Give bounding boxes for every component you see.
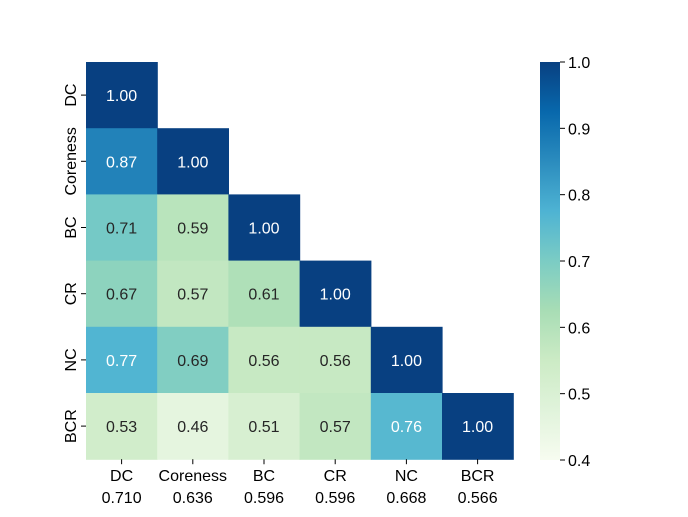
cell-value-label: 1.00 xyxy=(462,419,493,436)
colorbar-tick-label: 0.4 xyxy=(568,453,590,470)
heatmap-cell xyxy=(299,326,372,394)
heatmap-cell xyxy=(86,260,158,328)
heatmap-cell xyxy=(86,128,158,195)
x-tick-label: DC xyxy=(110,468,133,485)
y-tick-labels: DC Coreness BC CR NC BCR xyxy=(63,84,86,443)
x-tick-labels: DC 0.710 Coreness 0.636 BC 0.596 CR 0.596 NC 0.66… xyxy=(102,459,498,507)
cell-value-label: 1.00 xyxy=(177,154,208,171)
y-tick-label: CR xyxy=(63,282,80,305)
x-tick-label: BCR xyxy=(461,468,495,485)
heatmap-cell xyxy=(228,326,301,394)
cell-value-label: 0.56 xyxy=(320,353,351,370)
heatmap-cell xyxy=(299,393,372,460)
cell-value-label: 0.51 xyxy=(248,419,279,436)
heatmap-cell xyxy=(86,62,158,129)
x-tick-label: Coreness xyxy=(159,468,227,485)
heatmap-cell xyxy=(157,260,229,328)
heatmap-cell xyxy=(86,326,158,394)
cell-value-label: 0.69 xyxy=(177,353,208,370)
colorbar-tick-label: 0.5 xyxy=(568,387,590,404)
colorbar-tick-label: 0.7 xyxy=(568,254,590,271)
cell-value-label: 0.67 xyxy=(106,287,137,304)
cell-value-label: 1.00 xyxy=(391,353,422,370)
cell-value-label: 0.46 xyxy=(177,419,208,436)
colorbar-tick-label: 0.9 xyxy=(568,121,590,138)
y-tick-label: BC xyxy=(63,216,80,238)
cell-value-label: 0.57 xyxy=(177,287,208,304)
colorbar-tick-label: 1.0 xyxy=(568,55,590,72)
heatmap-cell xyxy=(442,393,514,460)
x-tick-score: 0.710 xyxy=(102,490,142,507)
cell-value-label: 0.71 xyxy=(106,221,137,238)
x-tick-score: 0.566 xyxy=(458,490,498,507)
y-tick-label: Coreness xyxy=(63,127,80,195)
colorbar-tick-label: 0.8 xyxy=(568,188,590,205)
heatmap-cell xyxy=(299,260,372,328)
cell-value-label: 0.56 xyxy=(248,353,279,370)
y-tick-label: NC xyxy=(63,348,80,371)
x-tick-label: NC xyxy=(395,468,418,485)
x-tick-score: 0.596 xyxy=(244,490,284,507)
heatmap-cell xyxy=(370,393,443,460)
heatmap-cell xyxy=(157,128,229,195)
heatmap-cell xyxy=(86,393,158,460)
cell-value-label: 1.00 xyxy=(106,88,137,105)
x-tick-score: 0.636 xyxy=(173,490,213,507)
cell-value-label: 0.53 xyxy=(106,419,137,436)
heatmap-cell xyxy=(86,194,158,262)
x-tick-score: 0.596 xyxy=(315,490,355,507)
cell-value-label: 0.77 xyxy=(106,353,137,370)
cell-value-label: 0.76 xyxy=(391,419,422,436)
y-tick-label: BCR xyxy=(63,409,80,443)
x-tick-label: CR xyxy=(324,468,347,485)
cell-value-label: 0.87 xyxy=(106,154,137,171)
cell-value-label: 1.00 xyxy=(320,287,351,304)
heatmap-cell xyxy=(228,194,301,262)
heatmap-cell xyxy=(370,326,443,394)
colorbar xyxy=(540,62,560,460)
heatmap-cell xyxy=(228,393,301,460)
colorbar-ticks: 0.4 0.5 0.6 0.7 0.8 0.9 1.0 xyxy=(560,55,590,470)
cell-value-label: 0.61 xyxy=(248,287,279,304)
x-tick-label: BC xyxy=(253,468,275,485)
heatmap-cell xyxy=(157,326,229,394)
x-tick-score: 0.668 xyxy=(386,490,426,507)
heatmap-cell xyxy=(228,260,301,328)
cell-value-label: 0.59 xyxy=(177,221,208,238)
y-tick-label: DC xyxy=(63,84,80,107)
cell-value-label: 0.57 xyxy=(320,419,351,436)
cell-value-label: 1.00 xyxy=(248,221,279,238)
heatmap-cell xyxy=(157,194,229,262)
heatmap-cells: 1.00 0.87 1.00 0.71 0.59 1.00 0.67 0.57 0.61 1.00… xyxy=(86,62,514,460)
heatmap-cell xyxy=(157,393,229,460)
colorbar-tick-label: 0.6 xyxy=(568,320,590,337)
